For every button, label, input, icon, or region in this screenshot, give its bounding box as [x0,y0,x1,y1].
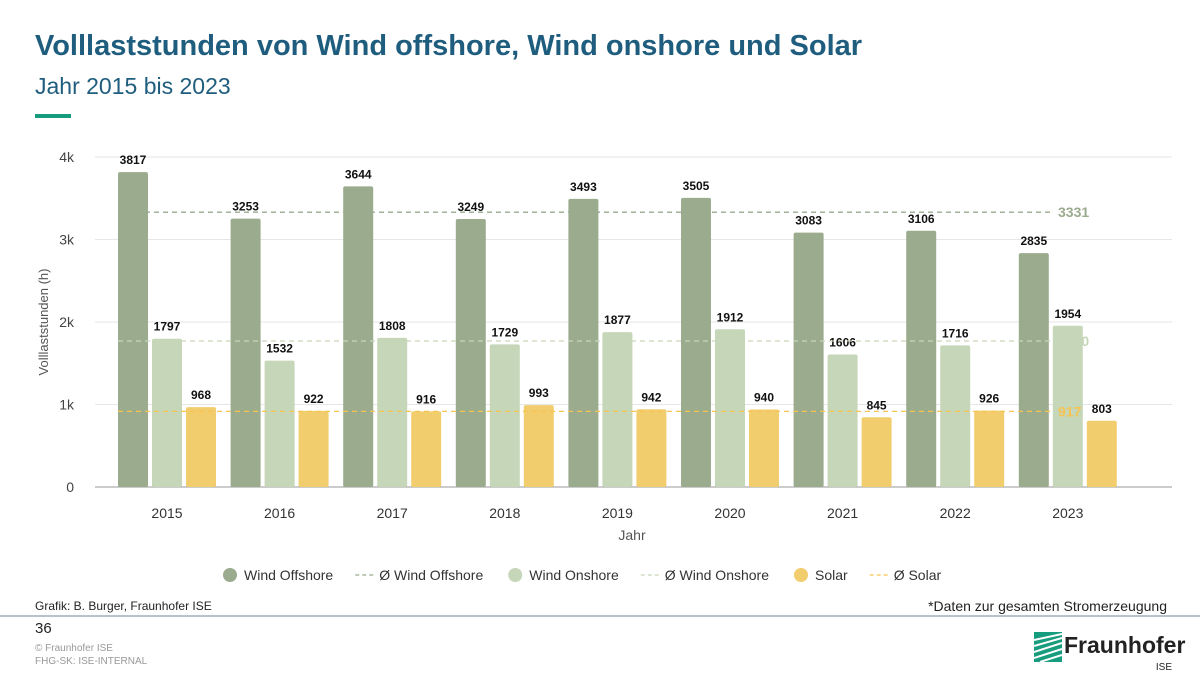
y-tick-label: 2k [59,314,75,330]
legend-swatch [508,568,523,582]
bar-wind-offshore [568,198,599,487]
data-label: 1729 [491,325,518,339]
footnote: *Daten zur gesamten Stromerzeugung [928,598,1167,614]
y-tick-label: 0 [66,479,74,495]
bar-wind-onshore [264,360,295,487]
data-label: 926 [979,392,999,406]
bar-wind-onshore [1052,325,1083,487]
data-label: 1808 [379,319,406,333]
page-number: 36 [35,620,52,637]
legend-swatch [223,568,237,582]
x-tick-label: 2021 [827,505,858,521]
bar-wind-onshore [489,344,520,487]
bar-solar [749,409,779,487]
legend-label: Wind Onshore [529,567,619,583]
accent-bar [35,114,71,118]
classification: FHG-SK: ISE-INTERNAL [35,656,148,667]
data-label: 1877 [604,313,631,327]
data-label: 2835 [1020,234,1047,248]
average-label: 917 [1058,403,1082,419]
bar-wind-onshore [602,332,633,487]
data-label: 1606 [829,336,856,350]
data-label: 1797 [154,320,181,334]
credit: Grafik: B. Burger, Fraunhofer ISE [35,599,212,613]
data-label: 3644 [345,167,372,181]
data-label: 1716 [942,326,969,340]
bar-solar [636,409,667,487]
y-tick-label: 4k [59,149,75,165]
bar-solar [974,410,1005,487]
data-label: 3505 [683,179,710,193]
footer-divider [0,615,1200,617]
data-label: 993 [529,386,549,400]
legend-label: Wind Offshore [244,567,333,583]
bar-solar [298,410,329,487]
legend-label: Solar [815,567,848,583]
bar-wind-onshore [827,354,858,487]
copyright-text: © Fraunhofer ISE [35,643,113,654]
page-subtitle: Jahr 2015 bis 2023 [35,73,231,99]
legend-label: Ø Wind Offshore [379,567,483,583]
data-label: 3493 [570,180,597,194]
x-tick-label: 2017 [377,505,408,521]
data-label: 3106 [908,212,935,226]
logo-text: Fraunhofer [1064,632,1186,658]
y-tick-label: 3k [59,232,75,248]
data-label: 1912 [717,310,744,324]
x-tick-label: 2022 [940,505,971,521]
y-tick-label: 1k [59,397,75,413]
x-tick-label: 2023 [1052,505,1083,521]
bar-wind-offshore [793,232,824,487]
bar-wind-offshore [343,186,374,487]
data-label: 1532 [266,342,293,356]
bar-wind-onshore [940,345,971,487]
data-label: 3817 [120,153,147,167]
average-label: 1770 [1058,333,1089,349]
x-tick-label: 2018 [489,505,520,521]
legend-label: Ø Solar [894,567,942,583]
bar-solar [523,405,554,487]
copyright: © Fraunhofer ISE FHG-SK: ISE-INTERNAL [35,642,147,668]
x-tick-label: 2015 [151,505,182,521]
x-tick-label: 2019 [602,505,633,521]
bar-solar [861,417,892,487]
data-label: 968 [191,388,211,402]
bar-wind-offshore [230,218,261,487]
bar-wind-onshore [377,337,408,487]
data-label: 3249 [457,200,484,214]
bar-wind-offshore [455,218,486,487]
chart: 0 1k 2k 3k 4k Volllaststunden (h) Jahr 3817 3253… [36,149,1172,583]
data-label: 916 [416,392,436,406]
bar-solar [186,407,216,487]
bar-solar [411,411,442,487]
data-label: 1954 [1054,307,1081,321]
data-label: 845 [867,398,887,412]
data-label: 940 [754,390,774,404]
data-label: 3253 [232,200,259,214]
x-tick-label: 2020 [714,505,745,521]
bar-wind-offshore [1018,253,1049,487]
data-label: 803 [1092,402,1112,416]
fraunhofer-logo-icon [1034,632,1062,662]
legend-swatch [794,568,808,582]
bar-wind-offshore [118,172,148,487]
x-tick-label: 2016 [264,505,295,521]
data-label: 3083 [795,214,822,228]
page-title: Volllaststunden von Wind offshore, Wind … [35,30,863,62]
fraunhofer-logo: Fraunhofer ISE [1034,632,1185,678]
data-label: 922 [304,392,324,406]
bar-wind-onshore [715,329,745,487]
data-label: 942 [641,390,661,404]
bar-solar [1086,420,1117,487]
average-label: 3331 [1058,204,1089,220]
legend-label: Ø Wind Onshore [665,567,769,583]
bar-wind-offshore [681,197,711,487]
bar-wind-offshore [906,230,937,487]
y-axis-label: Volllaststunden (h) [36,269,51,376]
logo-sub: ISE [1155,662,1172,673]
x-axis-label: Jahr [618,527,646,543]
bar-wind-onshore [152,338,182,487]
